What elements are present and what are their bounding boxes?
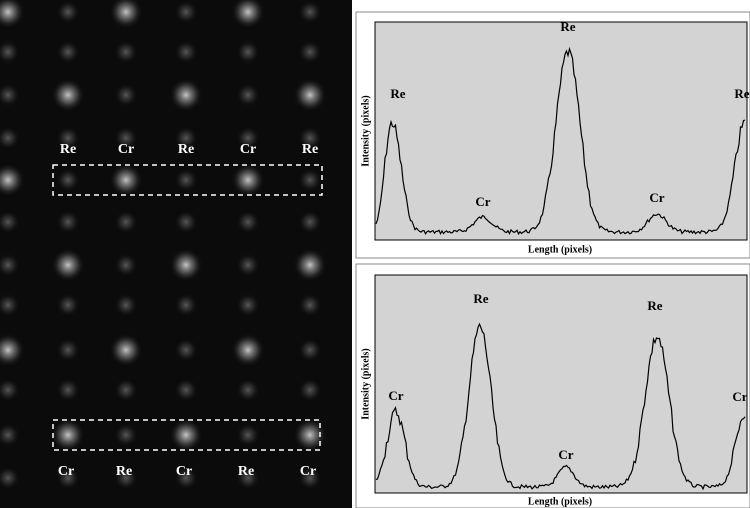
atom-column: [56, 0, 80, 24]
atom-column: [298, 293, 322, 317]
atom-column: [174, 293, 198, 317]
atom-column: [174, 378, 198, 402]
atom-column: [236, 378, 260, 402]
peak-label: Re: [560, 19, 575, 34]
peak-label: Re: [390, 86, 405, 101]
atom-column: [298, 168, 322, 192]
atom-column: [298, 338, 322, 362]
atom-column: [298, 378, 322, 402]
atom-column: [56, 40, 80, 64]
image-label: Cr: [118, 142, 134, 157]
peak-label: Re: [647, 298, 662, 313]
atom-column: [169, 418, 203, 452]
atom-column: [114, 210, 138, 234]
atom-column: [231, 163, 265, 197]
y-axis-label: Intensity (pixels): [360, 348, 371, 419]
image-label: Re: [238, 464, 254, 479]
image-label: Re: [60, 142, 76, 157]
atom-column: [298, 0, 322, 24]
atom-column: [236, 40, 260, 64]
atom-column: [174, 338, 198, 362]
plot-area: [375, 22, 747, 240]
atom-column: [236, 253, 260, 277]
peak-label: Cr: [649, 190, 664, 205]
peak-label: Cr: [388, 388, 403, 403]
atom-column: [298, 40, 322, 64]
atom-column: [109, 333, 143, 367]
image-label: Cr: [240, 142, 256, 157]
atom-column: [114, 423, 138, 447]
atom-column: [114, 40, 138, 64]
atom-column: [298, 210, 322, 234]
figure: Intensity (pixels) Length (pixels) Inten…: [0, 0, 750, 508]
atom-column: [236, 83, 260, 107]
atom-column: [174, 40, 198, 64]
atom-column: [51, 248, 85, 282]
x-axis-label: Length (pixels): [528, 496, 592, 507]
atom-column: [169, 248, 203, 282]
atom-column: [56, 293, 80, 317]
peak-label: Cr: [732, 389, 747, 404]
atom-column: [114, 293, 138, 317]
atom-column: [56, 168, 80, 192]
image-label: Cr: [58, 464, 74, 479]
atom-column: [174, 210, 198, 234]
image-label: Re: [302, 142, 318, 157]
atom-column: [169, 78, 203, 112]
atom-column: [174, 0, 198, 24]
atom-column: [56, 210, 80, 234]
atom-column: [293, 418, 327, 452]
atom-column: [56, 338, 80, 362]
y-axis-label: Intensity (pixels): [360, 95, 371, 166]
atom-column: [56, 378, 80, 402]
atom-column: [293, 78, 327, 112]
atom-column: [236, 210, 260, 234]
peak-label: Re: [473, 291, 488, 306]
image-label: Re: [116, 464, 132, 479]
x-axis-label: Length (pixels): [528, 244, 592, 255]
atom-column: [109, 163, 143, 197]
atom-column: [174, 168, 198, 192]
peak-label: Re: [734, 86, 749, 101]
image-label: Cr: [300, 464, 316, 479]
atom-column: [236, 423, 260, 447]
atom-column: [293, 248, 327, 282]
atom-column: [236, 293, 260, 317]
atom-column: [51, 78, 85, 112]
atom-column: [114, 83, 138, 107]
atom-column: [231, 333, 265, 367]
atom-column: [114, 378, 138, 402]
image-label: Cr: [176, 464, 192, 479]
image-label: Re: [178, 142, 194, 157]
atom-column: [51, 418, 85, 452]
atom-column: [114, 253, 138, 277]
peak-label: Cr: [558, 447, 573, 462]
peak-label: Cr: [475, 194, 490, 209]
